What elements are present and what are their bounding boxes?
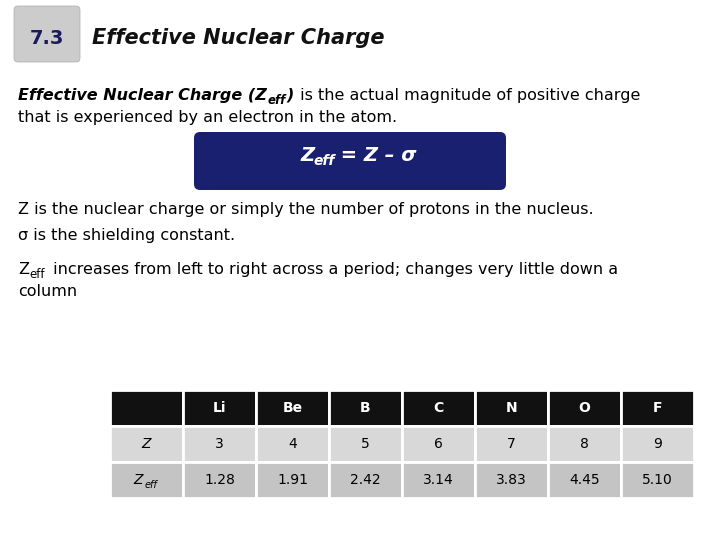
Bar <box>548 462 621 498</box>
Text: Effective Nuclear Charge: Effective Nuclear Charge <box>92 28 384 48</box>
Bar <box>402 426 475 462</box>
Text: 1.91: 1.91 <box>277 473 308 487</box>
Text: 7.3: 7.3 <box>30 29 64 48</box>
Text: 5: 5 <box>361 437 370 451</box>
Bar <box>548 390 621 426</box>
Text: O: O <box>579 401 590 415</box>
Text: 7: 7 <box>507 437 516 451</box>
Text: 3: 3 <box>215 437 224 451</box>
Bar <box>110 462 183 498</box>
Text: increases from left to right across a period; changes very little down a: increases from left to right across a pe… <box>48 262 618 277</box>
Bar <box>256 426 329 462</box>
Bar <box>402 462 475 498</box>
Bar <box>256 390 329 426</box>
Bar <box>475 426 548 462</box>
Bar <box>621 462 694 498</box>
Text: eff: eff <box>144 480 157 490</box>
Text: 1.28: 1.28 <box>204 473 235 487</box>
Text: C: C <box>433 401 444 415</box>
Bar <box>183 390 256 426</box>
Bar <box>329 426 402 462</box>
Text: 3.14: 3.14 <box>423 473 454 487</box>
Bar <box>110 426 183 462</box>
Text: is the actual magnitude of positive charge: is the actual magnitude of positive char… <box>295 88 640 103</box>
Text: column: column <box>18 284 77 299</box>
Text: Z is the nuclear charge or simply the number of protons in the nucleus.: Z is the nuclear charge or simply the nu… <box>18 202 593 217</box>
Text: Z: Z <box>300 146 314 165</box>
Bar <box>329 390 402 426</box>
Text: σ is the shielding constant.: σ is the shielding constant. <box>18 228 235 243</box>
Bar <box>183 462 256 498</box>
Text: Be: Be <box>282 401 302 415</box>
Bar <box>110 390 183 426</box>
Bar <box>621 426 694 462</box>
Text: that is experienced by an electron in the atom.: that is experienced by an electron in th… <box>18 110 397 125</box>
FancyBboxPatch shape <box>14 6 80 62</box>
Text: B: B <box>360 401 371 415</box>
Bar <box>183 426 256 462</box>
Text: 4: 4 <box>288 437 297 451</box>
Text: 6: 6 <box>434 437 443 451</box>
Text: eff: eff <box>268 94 287 107</box>
Text: Z: Z <box>142 437 151 451</box>
Text: 4.45: 4.45 <box>570 473 600 487</box>
Text: eff: eff <box>314 154 336 168</box>
Text: ): ) <box>286 88 293 103</box>
Text: eff: eff <box>29 268 45 281</box>
Text: 9: 9 <box>653 437 662 451</box>
Bar <box>329 462 402 498</box>
Text: F: F <box>653 401 662 415</box>
Text: 3.83: 3.83 <box>496 473 527 487</box>
Text: N: N <box>505 401 517 415</box>
Text: Z: Z <box>18 262 29 277</box>
Text: = Z – σ: = Z – σ <box>334 146 416 165</box>
Text: 2.42: 2.42 <box>350 473 381 487</box>
Bar <box>402 390 475 426</box>
Text: 8: 8 <box>580 437 589 451</box>
Text: Effective Nuclear Charge (Z: Effective Nuclear Charge (Z <box>18 88 267 103</box>
Bar <box>548 426 621 462</box>
Text: Li: Li <box>212 401 226 415</box>
Text: 5.10: 5.10 <box>642 473 673 487</box>
Bar <box>475 462 548 498</box>
FancyBboxPatch shape <box>194 132 506 190</box>
Text: Z: Z <box>134 473 143 487</box>
Bar <box>256 462 329 498</box>
Bar <box>621 390 694 426</box>
Bar <box>475 390 548 426</box>
